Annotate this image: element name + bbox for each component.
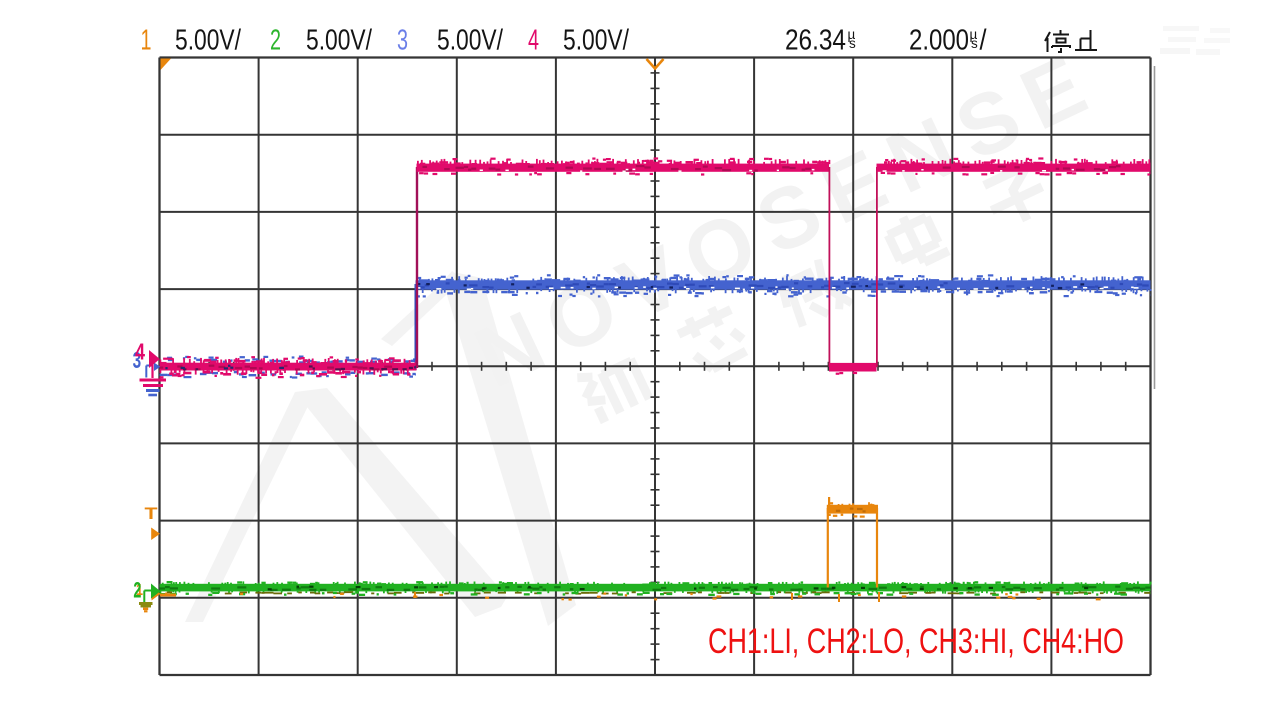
svg-text:2: 2 — [270, 25, 281, 57]
svg-text:4: 4 — [528, 25, 539, 57]
svg-text:µ: µ — [970, 27, 978, 42]
svg-text:s: s — [849, 36, 856, 51]
svg-text:2: 2 — [133, 578, 141, 603]
svg-text:T: T — [145, 504, 159, 523]
svg-text:5.00V/: 5.00V/ — [175, 25, 241, 57]
svg-text:5.00V/: 5.00V/ — [437, 25, 503, 57]
svg-text:CH1:LI, CH2:LO, CH3:HI, CH4:HO: CH1:LI, CH2:LO, CH3:HI, CH4:HO — [708, 622, 1124, 661]
svg-text:NOVOSENSE: NOVOSENSE — [461, 31, 1113, 406]
svg-text:3: 3 — [133, 347, 142, 373]
svg-text:4: 4 — [135, 339, 145, 365]
svg-text:1: 1 — [141, 25, 152, 57]
svg-text:5.00V/: 5.00V/ — [563, 25, 629, 57]
svg-text:/: / — [980, 25, 987, 57]
svg-text:3: 3 — [397, 25, 408, 57]
svg-text:1: 1 — [136, 582, 143, 599]
svg-text:s: s — [971, 36, 978, 51]
svg-text:µ: µ — [848, 27, 856, 42]
svg-text:26.34: 26.34 — [785, 25, 846, 57]
svg-text:2.000: 2.000 — [909, 25, 969, 57]
svg-text:5.00V/: 5.00V/ — [306, 25, 372, 57]
